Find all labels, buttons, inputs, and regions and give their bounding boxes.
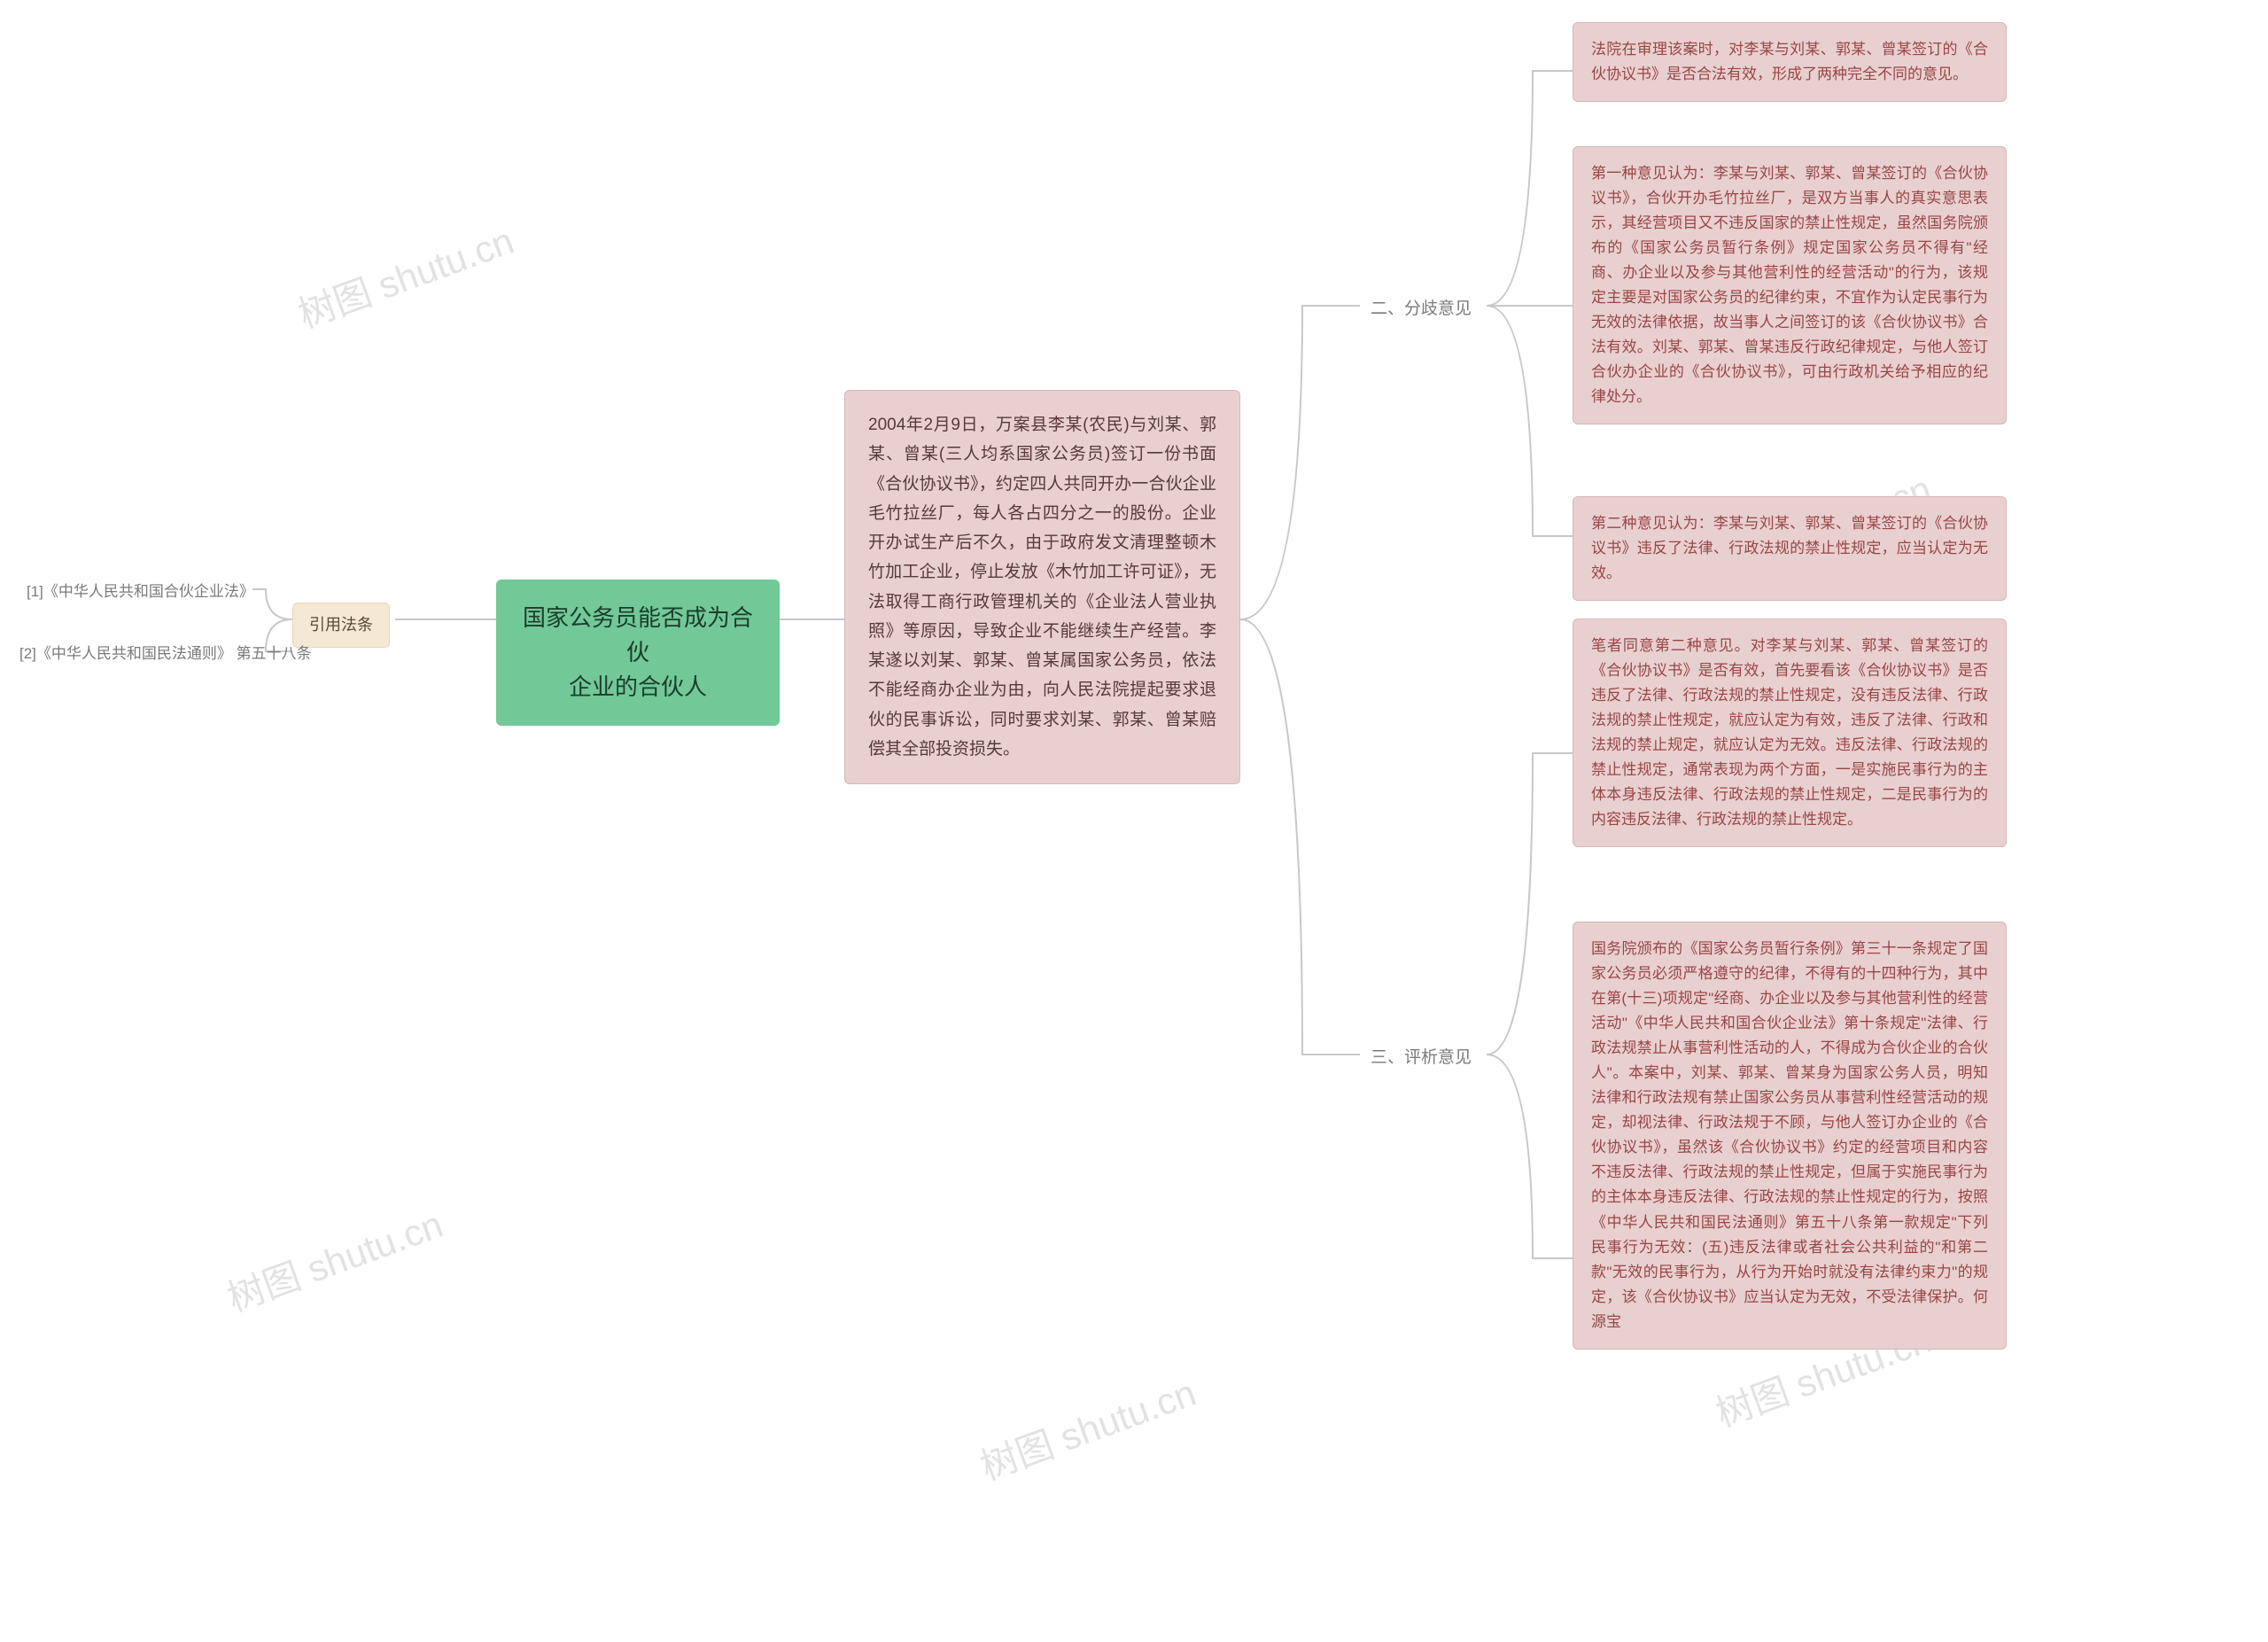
analysis-item[interactable]: 国务院颁布的《国家公务员暂行条例》第三十一条规定了国家公务员必须严格遵守的纪律，…	[1573, 922, 2007, 1350]
divergence-item[interactable]: 第一种意见认为：李某与刘某、郭某、曾某签订的《合伙协议书》，合伙开办毛竹拉丝厂，…	[1573, 146, 2007, 424]
analysis-item[interactable]: 笔者同意第二种意见。对李某与刘某、郭某、曾某签订的《合伙协议书》是否有效，首先要…	[1573, 619, 2007, 847]
reference-item[interactable]: [2]《中华人民共和国民法通则》 第五十八条	[11, 636, 321, 671]
divergence-item[interactable]: 法院在审理该案时，对李某与刘某、郭某、曾某签订的《合伙协议书》是否合法有效，形成…	[1573, 22, 2007, 102]
root-title-line1: 国家公务员能否成为合伙	[523, 604, 753, 665]
reference-item[interactable]: [1]《中华人民共和国合伙企业法》	[18, 574, 263, 609]
analysis-label[interactable]: 三、评析意见	[1360, 1038, 1482, 1078]
watermark: 树图 shutu.cn	[972, 1363, 1202, 1490]
root-node[interactable]: 国家公务员能否成为合伙 企业的合伙人	[496, 580, 780, 726]
case-body[interactable]: 2004年2月9日，万案县李某(农民)与刘某、郭某、曾某(三人均系国家公务员)签…	[844, 390, 1240, 784]
watermark: 树图 shutu.cn	[219, 1195, 449, 1322]
divergence-label[interactable]: 二、分歧意见	[1360, 289, 1482, 330]
root-title-line2: 企业的合伙人	[569, 673, 707, 700]
watermark: 树图 shutu.cn	[290, 211, 520, 339]
divergence-item[interactable]: 第二种意见认为：李某与刘某、郭某、曾某签订的《合伙协议书》违反了法律、行政法规的…	[1573, 496, 2007, 601]
